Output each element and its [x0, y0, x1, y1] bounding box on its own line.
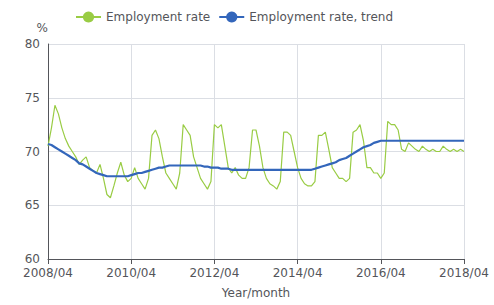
svg-text:2010/04: 2010/04 [106, 266, 156, 280]
svg-text:2016/04: 2016/04 [356, 266, 406, 280]
svg-text:2008/04: 2008/04 [23, 266, 73, 280]
svg-text:%: % [37, 21, 48, 35]
svg-text:Year/month: Year/month [221, 286, 290, 300]
svg-text:2018/04: 2018/04 [439, 266, 489, 280]
svg-text:2014/04: 2014/04 [273, 266, 323, 280]
svg-text:75: 75 [25, 91, 40, 105]
svg-text:80: 80 [25, 37, 40, 51]
svg-text:2012/04: 2012/04 [189, 266, 239, 280]
svg-text:Employment rate: Employment rate [106, 10, 210, 24]
svg-text:65: 65 [25, 198, 40, 212]
svg-text:60: 60 [25, 252, 40, 266]
svg-text:70: 70 [25, 145, 40, 159]
svg-text:Employment rate, trend: Employment rate, trend [249, 10, 393, 24]
